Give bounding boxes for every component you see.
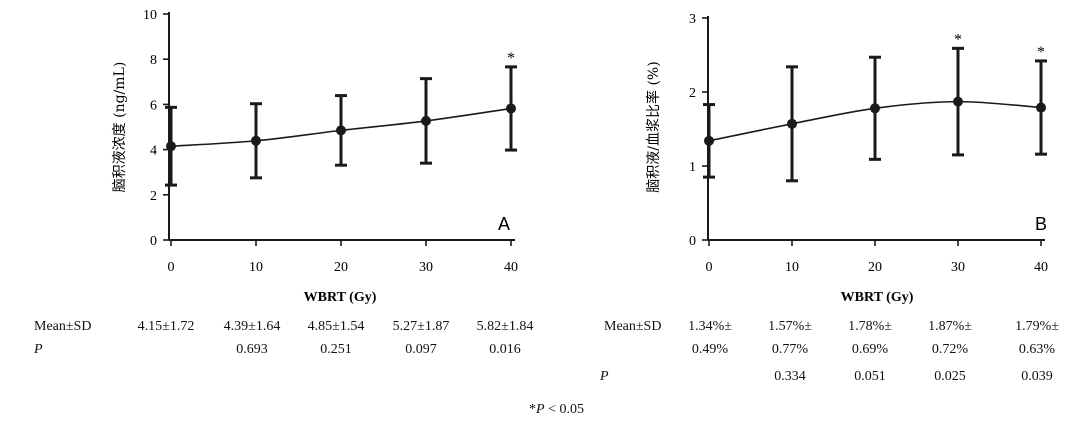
y-axis-label-b: 脑积液/血浆比率 (%) xyxy=(645,61,662,192)
table-b-mean-cell-top: 1.87%± xyxy=(928,319,972,334)
table-a-mean-cell: 4.15±1.72 xyxy=(137,319,195,334)
panel-label-a: A xyxy=(498,214,510,234)
chart-panel-a: 0 2 4 6 8 10 0 10 20 30 40 * xyxy=(143,8,518,275)
table-b-mean-cell-bottom: 0.63% xyxy=(1018,342,1056,357)
footnote-star: * xyxy=(529,402,536,417)
table-b-mean-cell-bottom: 0.49% xyxy=(691,342,729,357)
y-tick-label-a: 10 xyxy=(143,8,157,23)
x-axis-label-a: WBRT (Gy) xyxy=(304,290,377,305)
table-b-p-cell: 0.051 xyxy=(854,369,886,384)
significance-star-b: * xyxy=(1037,44,1045,61)
table-a-p-label: P xyxy=(34,342,43,357)
table-b-mean-label: Mean±SD xyxy=(604,319,662,334)
table-a-mean-cell: 4.39±1.64 xyxy=(223,319,281,334)
data-point-a xyxy=(421,115,431,126)
data-point-b xyxy=(1036,102,1046,113)
x-tick-label-a: 30 xyxy=(419,260,433,275)
footnote: *P < 0.05 xyxy=(529,402,584,418)
table-a-p-cell: 0.097 xyxy=(405,342,437,357)
table-b-mean-cell-top: 1.79%± xyxy=(1015,319,1059,334)
data-point-b xyxy=(870,103,880,114)
table-b-mean-cell-top: 1.34%± xyxy=(688,319,732,334)
data-point-a xyxy=(251,135,261,146)
y-tick-label-a: 8 xyxy=(150,53,157,68)
table-a-mean-cell: 5.82±1.84 xyxy=(476,319,534,334)
table-a-p-cell: 0.251 xyxy=(320,342,352,357)
x-tick-label-a: 40 xyxy=(504,260,518,275)
table-b-p-cell: 0.025 xyxy=(934,369,966,384)
data-point-a xyxy=(506,103,516,114)
significance-star-b: * xyxy=(954,31,962,48)
x-axis-label-b: WBRT (Gy) xyxy=(841,290,914,305)
table-b-mean-cell-bottom: 0.72% xyxy=(931,342,969,357)
table-b-mean-cell-top: 1.57%± xyxy=(768,319,812,334)
footnote-text: < 0.05 xyxy=(544,402,584,417)
y-tick-label-b: 1 xyxy=(689,160,696,175)
table-b-p-cell: 0.334 xyxy=(774,369,806,384)
table-b-p-label: P xyxy=(600,369,609,384)
table-a-mean-cell: 5.27±1.87 xyxy=(392,319,450,334)
y-tick-label-b: 3 xyxy=(689,12,696,27)
table-a-p-cell: 0.016 xyxy=(489,342,521,357)
x-tick-label-a: 0 xyxy=(168,260,175,275)
x-tick-label-b: 20 xyxy=(868,260,882,275)
y-tick-label-b: 2 xyxy=(689,86,696,101)
table-b-mean-cell-bottom: 0.77% xyxy=(771,342,809,357)
table-a-mean-cell: 4.85±1.54 xyxy=(307,319,365,334)
y-tick-label-a: 4 xyxy=(150,144,157,159)
x-tick-label-a: 10 xyxy=(249,260,263,275)
x-tick-label-b: 30 xyxy=(951,260,965,275)
data-point-a xyxy=(166,141,176,152)
significance-star-a: * xyxy=(507,50,515,67)
table-a-mean-label: Mean±SD xyxy=(34,319,92,334)
data-point-a xyxy=(336,125,346,136)
y-tick-label-a: 6 xyxy=(150,98,157,113)
footnote-p: P xyxy=(536,402,545,417)
x-tick-label-b: 10 xyxy=(785,260,799,275)
table-b-mean-cell-top: 1.78%± xyxy=(848,319,892,334)
x-tick-label-b: 40 xyxy=(1034,260,1048,275)
table-b-mean-cell-bottom: 0.69% xyxy=(851,342,889,357)
y-tick-label-a: 0 xyxy=(150,234,157,249)
table-a-p-cell: 0.693 xyxy=(236,342,268,357)
data-point-b xyxy=(953,96,963,107)
y-tick-label-b: 0 xyxy=(689,234,696,249)
table-b-p-cell: 0.039 xyxy=(1021,369,1053,384)
data-point-b xyxy=(787,118,797,129)
x-tick-label-a: 20 xyxy=(334,260,348,275)
panel-label-b: B xyxy=(1035,214,1047,234)
y-tick-label-a: 2 xyxy=(150,189,157,204)
x-tick-label-b: 0 xyxy=(706,260,713,275)
y-axis-label-a: 脑积液浓度 (ng/mL) xyxy=(112,62,128,193)
data-point-b xyxy=(704,135,714,146)
